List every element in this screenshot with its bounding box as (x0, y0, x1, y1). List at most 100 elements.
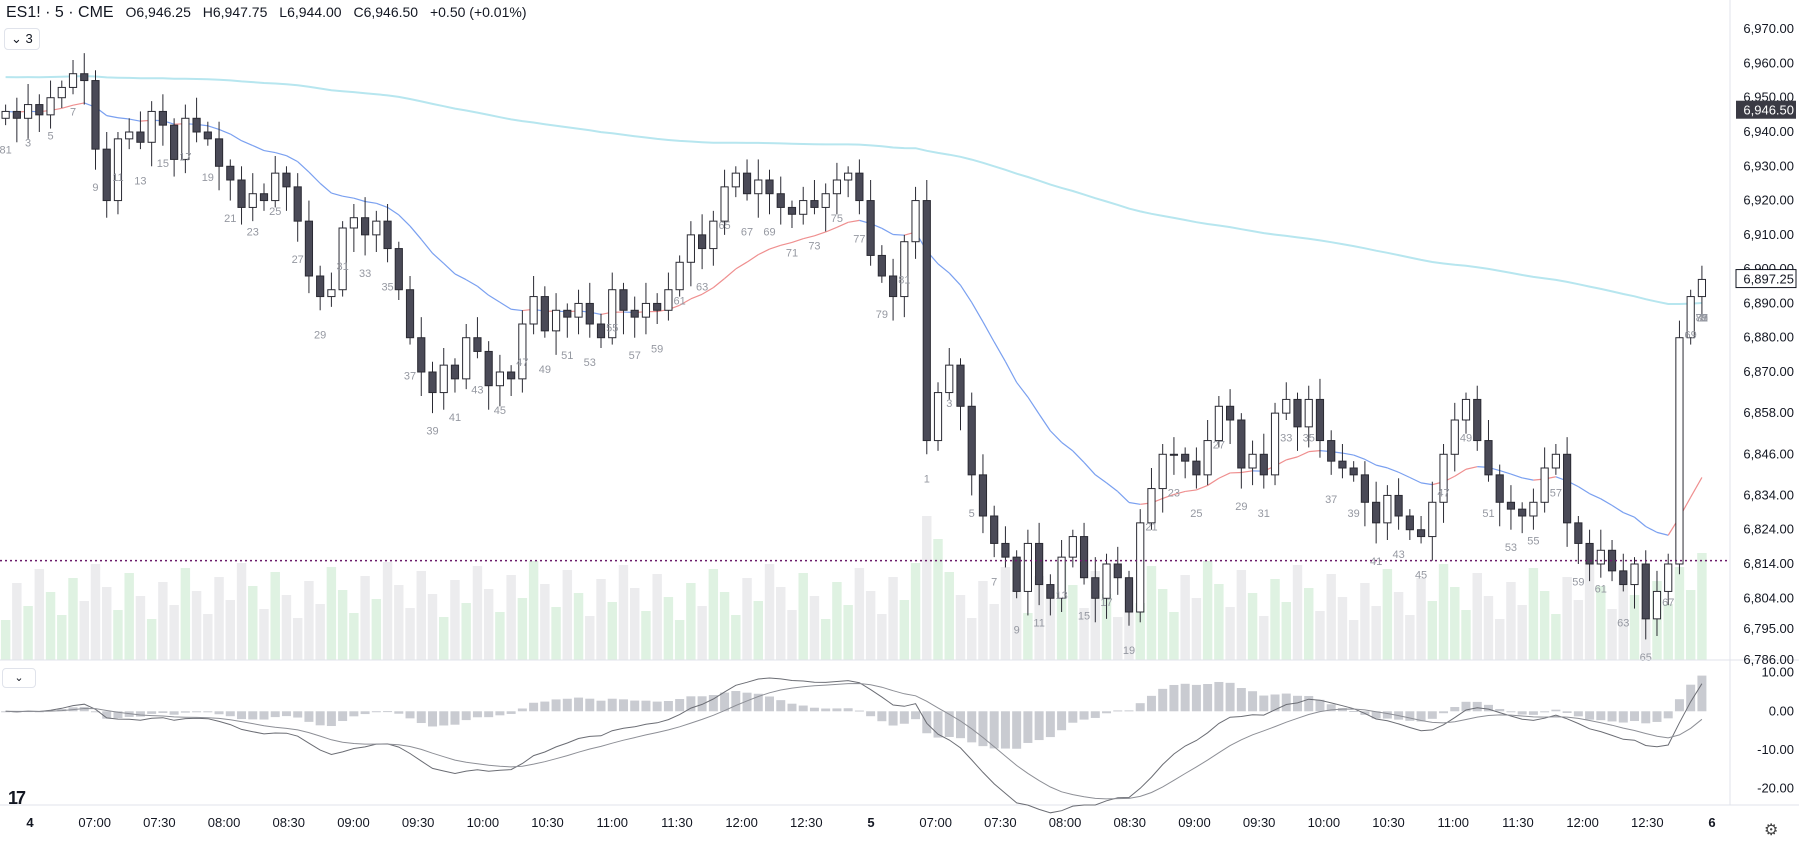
bar-count-label: 19 (1123, 645, 1135, 657)
candle-body (1304, 398, 1313, 428)
chevron-down-icon: ⌄ (14, 672, 24, 684)
macd-pane-toggle-button[interactable]: ⌄ (2, 668, 36, 688)
candle-body (102, 148, 111, 202)
candle-body (23, 104, 33, 119)
bar-count-label: 13 (1055, 590, 1067, 602)
macd-histogram-bar (821, 708, 831, 712)
volume-bar (1506, 582, 1516, 660)
macd-histogram-bar (1158, 688, 1168, 712)
gear-icon[interactable]: ⚙ (1764, 822, 1779, 839)
ema-short-segment (724, 268, 737, 279)
macd-histogram-bar (1304, 695, 1314, 712)
volume-bar (416, 571, 426, 660)
candle-body (1652, 590, 1662, 620)
indicators-toggle-button[interactable]: ⌄ 3 (4, 28, 40, 50)
ema-short-segment (342, 195, 354, 199)
macd-histogram-bar (1214, 681, 1224, 712)
ema-short-segment (1173, 490, 1186, 496)
volume-bar (1584, 563, 1595, 660)
bar-count-label: 31 (337, 261, 349, 273)
bar-count-label: 35 (1303, 432, 1315, 444)
bar-count-label: 61 (1595, 583, 1607, 595)
ema-short-segment (791, 238, 804, 244)
volume-bar (326, 567, 337, 660)
ema-short-segment (1656, 531, 1669, 536)
candle-body (1079, 536, 1089, 579)
ema-short-segment (1241, 470, 1253, 474)
candle-body (742, 172, 752, 195)
candle-body (540, 296, 549, 332)
volume-bar (472, 566, 483, 660)
macd-pane (1, 675, 1707, 814)
macd-histogram-bar (1000, 711, 1010, 749)
last-price-tag (1736, 100, 1796, 119)
symbol-title[interactable]: ES1! · 5 · CME (6, 4, 114, 21)
candle-body (304, 220, 314, 277)
candle-body (1529, 501, 1538, 517)
candle-body (170, 124, 179, 160)
volume-bar (607, 602, 617, 660)
volume-bar (528, 561, 539, 660)
time-tick-label: 07:00 (919, 815, 952, 830)
candle-body (990, 515, 999, 544)
candle-body (12, 110, 21, 119)
candle-body (1068, 536, 1077, 558)
volume-bar (1348, 620, 1359, 660)
macd-histogram-bar (1461, 701, 1471, 712)
time-tick-label: 09:00 (1178, 815, 1211, 830)
indicator-count: 3 (25, 31, 33, 46)
candle-body (1416, 529, 1426, 538)
macd-histogram-bar (1416, 711, 1426, 722)
macd-histogram-bar (708, 695, 718, 712)
macd-histogram-bar (1012, 711, 1022, 749)
volume-bar (1068, 585, 1078, 660)
macd-histogram-bar (742, 692, 752, 712)
volume-bar (1191, 598, 1202, 660)
bar-count-label: 39 (426, 426, 438, 438)
bar-count-label: 49 (539, 364, 551, 376)
macd-histogram-bar (1382, 711, 1392, 719)
bar-count-label: 45 (1415, 570, 1427, 582)
candle-body (237, 179, 246, 208)
bar-count-label: 53 (1505, 542, 1517, 554)
candle-body (1338, 460, 1347, 469)
time-tick-label: 5 (867, 815, 874, 830)
macd-axis[interactable]: 10.00 0.00 -10.00 -20.00 (1757, 665, 1794, 796)
ema-short-segment (825, 226, 838, 233)
macd-histogram-bar (1315, 699, 1325, 712)
bar-count-label: 65 (718, 220, 730, 232)
volume-bar (337, 590, 348, 660)
volume-bar (124, 573, 134, 660)
candle-body (776, 193, 785, 208)
macd-histogram-bar (787, 703, 797, 712)
macd-histogram-bar (854, 710, 864, 712)
tradingview-logo[interactable]: 17 (8, 788, 26, 808)
macd-histogram-bar (1124, 710, 1134, 712)
volume-bar (922, 516, 932, 660)
ema-short-segment (488, 294, 501, 303)
candle-body (383, 220, 392, 250)
volume-bar (1663, 604, 1673, 660)
macd-histogram-bar (1068, 711, 1078, 723)
candle-body (338, 227, 347, 291)
volume-bar (1461, 610, 1471, 660)
volume-bar (955, 595, 966, 660)
chevron-down-icon: ⌄ (11, 31, 22, 46)
candle-body (754, 179, 763, 195)
volume-bar (1236, 570, 1247, 660)
candle-body (641, 302, 651, 318)
ema-short-segment (1645, 525, 1658, 533)
candle-body (428, 371, 437, 394)
volume-bar (764, 564, 775, 660)
candle-body (1563, 453, 1572, 524)
macd-histogram-bar (428, 711, 437, 727)
macd-histogram-bar (1090, 711, 1100, 718)
candle-body (57, 86, 66, 99)
volume-bar (281, 595, 292, 660)
candle-body (349, 217, 358, 229)
time-axis[interactable]: 4 07:00 07:30 08:00 08:30 09:00 09:30 10:00 10:3… (26, 815, 1715, 830)
time-tick-label: 07:00 (78, 815, 111, 830)
macd-histogram-bar (1596, 711, 1606, 721)
candle-body (1203, 440, 1212, 476)
